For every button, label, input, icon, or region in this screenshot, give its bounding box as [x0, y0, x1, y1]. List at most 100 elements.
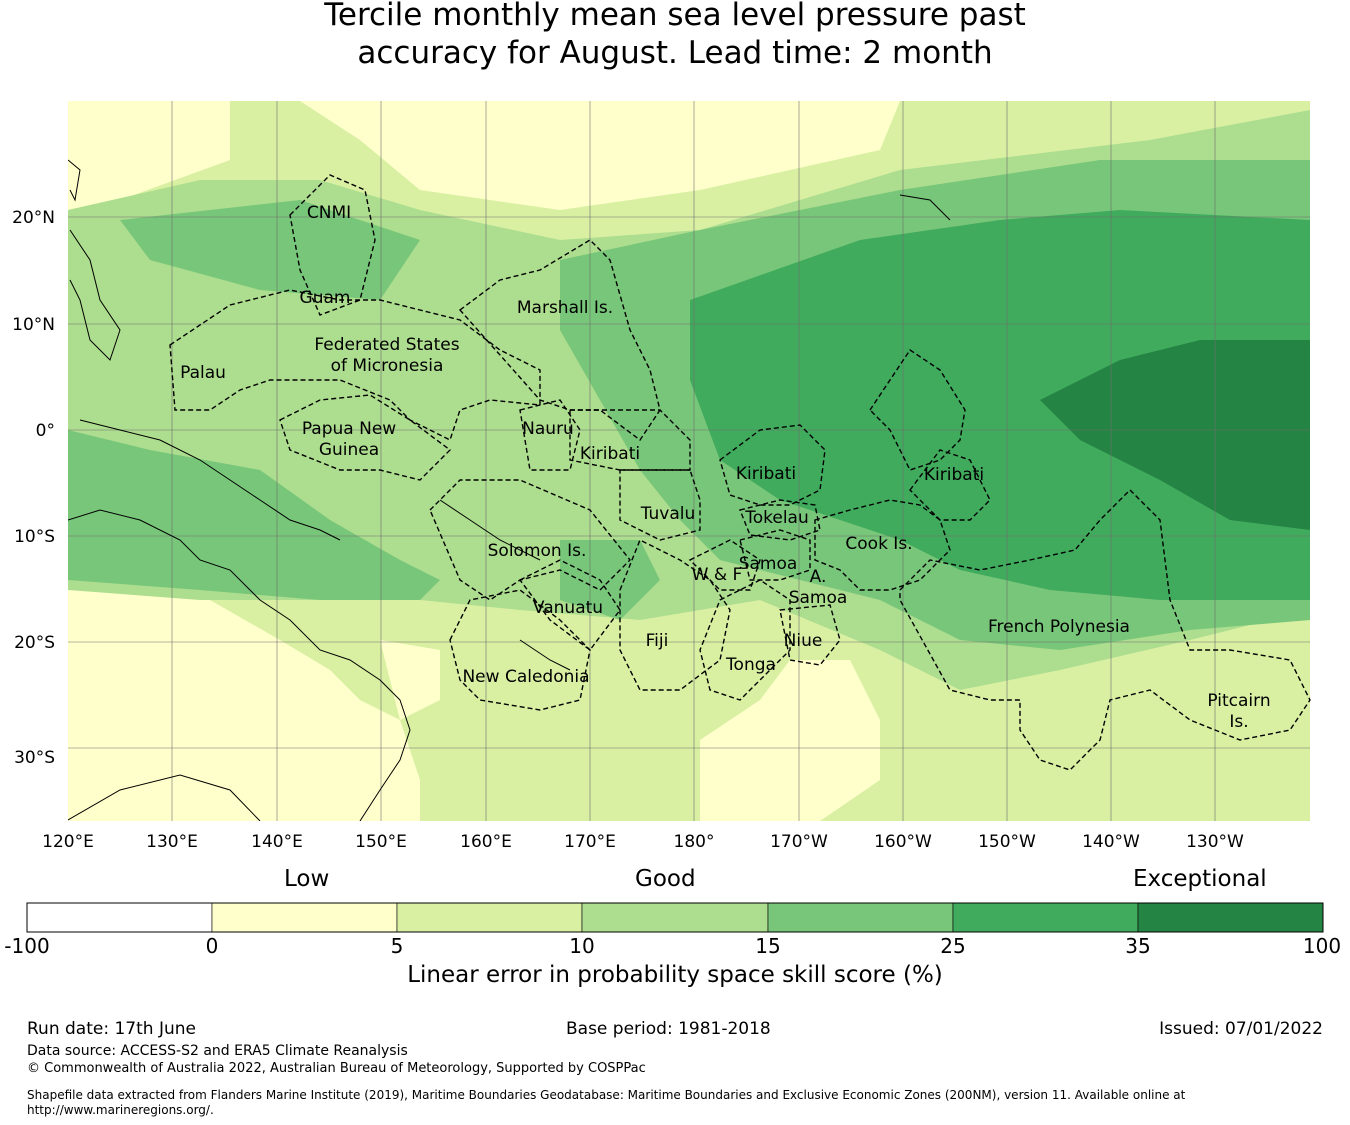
- eez-tuvalu: [619, 469, 701, 541]
- label-niue: Niue: [784, 631, 823, 651]
- eez-kiribati-phoenix: [719, 424, 826, 506]
- eez-new-caledonia: [449, 589, 591, 711]
- colorbar-outline: [26, 902, 1324, 933]
- lon-label: 160°E: [460, 832, 512, 852]
- coast-new-guinea: [79, 419, 341, 541]
- coast-taiwan: [68, 159, 81, 202]
- label-png-1: Papua New: [302, 419, 396, 439]
- lon-label: 130°W: [1186, 832, 1244, 852]
- label-nauru: Nauru: [522, 419, 574, 439]
- label-american-samoa-2: Samoa: [789, 588, 848, 608]
- chart-title: Tercile monthly mean sea level pressure …: [0, 0, 1350, 72]
- lon-label: 150°E: [355, 832, 407, 852]
- label-cook-islands: Cook Is.: [845, 534, 912, 554]
- run-date: Run date: 17th June: [27, 1019, 196, 1039]
- colorbar-segment: [581, 902, 769, 933]
- eez-french-polynesia-pitcairn: [899, 489, 1311, 771]
- lon-label: 120°E: [42, 832, 94, 852]
- field-yellow-australia: [68, 570, 420, 821]
- eez-fsm-palau: [169, 289, 541, 441]
- label-new-caledonia: New Caledonia: [462, 667, 589, 687]
- eez-kiribati-gilbert: [569, 409, 691, 471]
- region-labels: CNMI Guam Marshall Is. Federated States …: [180, 203, 1271, 732]
- colorbar-segment: [767, 902, 954, 933]
- category-low: Low: [284, 866, 330, 892]
- colorbar-tick: -100: [4, 934, 50, 958]
- colorbar-segment: [396, 902, 583, 933]
- graticule: [68, 101, 1310, 821]
- lon-label: 130°E: [146, 832, 198, 852]
- label-pitcairn-2: Is.: [1229, 712, 1248, 732]
- data-source: Data source: ACCESS-S2 and ERA5 Climate …: [27, 1043, 408, 1059]
- lon-label: 140°E: [251, 832, 303, 852]
- lon-label: 140°W: [1082, 832, 1140, 852]
- eez-wallis-futuna: [688, 539, 761, 591]
- field-green-vanuatu: [560, 540, 660, 620]
- lon-label: 170°W: [770, 832, 828, 852]
- lat-label: 20°S: [14, 633, 55, 653]
- lat-label: 10°N: [12, 315, 55, 335]
- field-darkest-green: [1040, 340, 1310, 530]
- coast-solomons: [439, 499, 541, 561]
- coast-hawaii: [899, 194, 951, 221]
- colorbar-segment: [952, 902, 1139, 933]
- eez-kiribati-line-north: [869, 349, 966, 471]
- label-pitcairn-1: Pitcairn: [1207, 691, 1270, 711]
- title-line-2: accuracy for August. Lead time: 2 month: [357, 35, 993, 71]
- label-kiribati-line: Kiribati: [924, 465, 984, 485]
- field-yellow-north: [300, 101, 900, 210]
- eez-vanuatu: [518, 559, 621, 651]
- category-exceptional: Exceptional: [1133, 866, 1267, 892]
- shapefile-credit-2: http://www.marineregions.org/.: [27, 1103, 214, 1117]
- colorbar-label: Linear error in probability space skill …: [407, 962, 943, 988]
- lon-label: 150°W: [978, 832, 1036, 852]
- field-yellow-coral-sea: [380, 640, 440, 720]
- colorbar-tick: 100: [1302, 934, 1342, 958]
- label-guam: Guam: [300, 288, 351, 308]
- lon-label: 170°E: [564, 832, 616, 852]
- skill-field: [68, 101, 1310, 821]
- lat-label: 0°: [36, 421, 55, 441]
- title-line-1: Tercile monthly mean sea level pressure …: [324, 0, 1026, 33]
- label-samoa: Samoa: [739, 554, 798, 574]
- label-marshall: Marshall Is.: [517, 298, 613, 318]
- eez-cnmi: [289, 174, 376, 316]
- label-tuvalu: Tuvalu: [640, 504, 696, 524]
- colorbar-tick: 5: [390, 934, 404, 958]
- latitude-labels: 20°N 10°N 0° 10°S 20°S 30°S: [12, 208, 55, 768]
- eez-samoa: [739, 529, 811, 581]
- coast-philippines: [69, 229, 121, 361]
- coastlines: [68, 159, 951, 821]
- label-tokelau: Tokelau: [744, 508, 809, 528]
- label-kiribati-gilbert: Kiribati: [580, 444, 640, 464]
- shapefile-credit-1: Shapefile data extracted from Flanders M…: [27, 1088, 1186, 1102]
- coast-australia: [68, 509, 411, 821]
- eez-cook-islands: [814, 499, 951, 591]
- eez-solomons: [429, 479, 631, 601]
- eez-boundaries: [169, 174, 1311, 771]
- label-vanuatu: Vanuatu: [533, 598, 603, 618]
- label-wallis-futuna: W & F: [692, 565, 743, 585]
- label-fiji: Fiji: [646, 631, 669, 651]
- lat-label: 20°N: [12, 208, 55, 228]
- eez-kiribati-line-south: [909, 449, 991, 521]
- issued-date: Issued: 07/01/2022: [1159, 1019, 1323, 1039]
- field-yellow-nw: [68, 101, 230, 210]
- label-french-polynesia: French Polynesia: [988, 617, 1130, 637]
- colorbar-tick: 10: [569, 934, 595, 958]
- colorbar: [26, 902, 1324, 933]
- colorbar-tick: 15: [755, 934, 781, 958]
- longitude-labels: 120°E 130°E 140°E 150°E 160°E 170°E 180°…: [42, 832, 1244, 852]
- colorbar-tick: 35: [1125, 934, 1151, 958]
- eez-fiji: [619, 539, 731, 691]
- eez-niue: [779, 604, 841, 666]
- label-palau: Palau: [180, 363, 226, 383]
- lat-label: 10°S: [14, 527, 55, 547]
- coast-southern-australia: [68, 774, 261, 821]
- category-good: Good: [635, 866, 696, 892]
- field-green-png: [68, 430, 440, 600]
- lon-label: 160°W: [874, 832, 932, 852]
- eez-tonga: [699, 579, 791, 701]
- label-tonga: Tonga: [725, 655, 776, 675]
